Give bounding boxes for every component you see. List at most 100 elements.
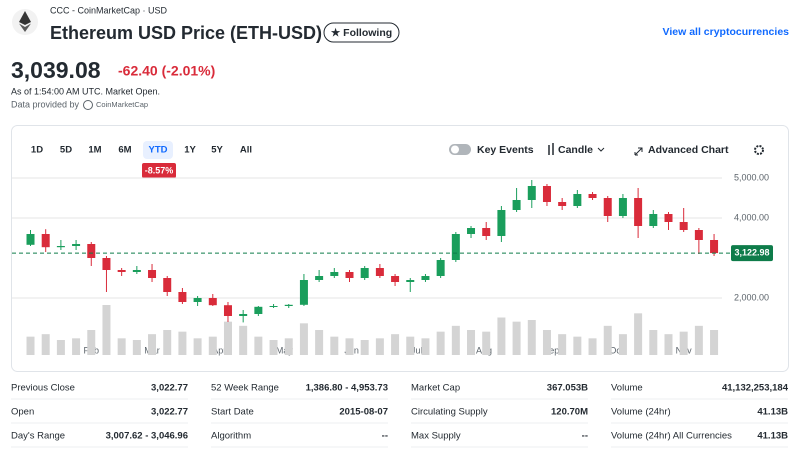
y-tick-label: 2,000.00: [734, 292, 769, 302]
candle-body: [102, 258, 111, 270]
candle-body: [132, 270, 141, 272]
x-tick-label: Sep: [543, 345, 559, 355]
volume-bar: [558, 334, 567, 355]
link[interactable]: View all cryptocurrencies: [663, 26, 790, 38]
volume-bar: [436, 331, 445, 355]
volume-bar: [223, 321, 232, 355]
candle-body: [406, 280, 415, 282]
volume-bar: [421, 338, 430, 355]
volume-bar: [41, 334, 50, 355]
x-tick-label: Apr: [212, 345, 226, 355]
volume-bar: [148, 334, 157, 355]
candle-body: [375, 268, 384, 276]
candle-body: [467, 228, 476, 234]
candle-body: [451, 234, 460, 260]
stat-value: --: [382, 431, 388, 442]
volume-bar: [284, 338, 293, 355]
candle-body: [72, 244, 81, 246]
volume-bar: [406, 336, 415, 355]
volume-bar: [56, 340, 65, 355]
follow-button[interactable]: [323, 22, 400, 43]
candle-body: [239, 314, 248, 316]
candle-body: [512, 200, 521, 210]
change: -62.40 (-2.01%): [118, 63, 215, 79]
candle-body: [664, 214, 673, 222]
volume-bar: [87, 330, 96, 355]
volume-bar: [315, 330, 324, 355]
candle-body: [558, 202, 567, 206]
volume-bar: [208, 336, 217, 355]
volume-bar: [603, 325, 612, 355]
ytd-change: -8.57%: [145, 165, 174, 175]
volume-bar: [391, 334, 400, 355]
range-button[interactable]: 1Y: [184, 145, 196, 156]
x-tick-label: Jul: [411, 345, 423, 355]
chart-type[interactable]: Candle: [558, 144, 593, 156]
stat-label: Open: [11, 407, 34, 418]
volume-bar: [573, 336, 582, 355]
stat-value: 120.70M: [551, 407, 588, 418]
follow-label[interactable]: ★ Following: [331, 27, 392, 39]
toggle-knob[interactable]: [451, 145, 459, 154]
candle-body: [542, 186, 551, 202]
stat-label: Volume (24hr): [611, 407, 671, 418]
settings[interactable]: [754, 145, 764, 155]
volume-bar: [72, 338, 81, 355]
ytd-badge: [142, 163, 176, 178]
candle-body: [679, 222, 688, 230]
stat-label: Volume (24hr) All Currencies: [611, 431, 732, 442]
volume-bar: [163, 330, 172, 355]
stat-value: 367.053B: [547, 383, 588, 394]
volume-bar: [634, 313, 643, 355]
y-tick-label: 5,000.00: [734, 172, 769, 182]
range-button[interactable]: 5D: [60, 145, 72, 156]
expand-icon[interactable]: [634, 147, 643, 156]
chevron[interactable]: [597, 147, 605, 152]
last-price-box: [731, 245, 773, 262]
x-tick-label: May: [276, 345, 294, 355]
range-active[interactable]: [143, 141, 173, 159]
price: 3,039.08: [11, 57, 101, 83]
stat-label: Volume: [611, 383, 643, 394]
volume-bar: [588, 338, 597, 355]
candle-body: [527, 186, 536, 200]
volume-bar: [375, 338, 384, 355]
volume-bar: [178, 331, 187, 355]
volume-bar: [451, 325, 460, 355]
as-of: As of 1:54:00 AM UTC. Market Open.: [11, 86, 160, 96]
candle-body: [269, 306, 278, 307]
candle-body: [345, 272, 354, 278]
candle-body: [117, 270, 126, 272]
range-button[interactable]: All: [240, 145, 252, 156]
provider-prefix: Data provided by: [11, 99, 80, 109]
volume-bar: [254, 336, 263, 355]
key-events[interactable]: Key Events: [477, 144, 534, 156]
provider: CoinMarketCap: [96, 100, 148, 109]
candle-body: [315, 276, 324, 280]
range-button[interactable]: YTD: [149, 145, 168, 156]
stat-value: 41,132,253,184: [722, 383, 789, 394]
stat-value: 3,007.62 - 3,046.96: [106, 431, 188, 442]
volume-bar: [360, 340, 369, 355]
range-button[interactable]: 1M: [88, 145, 101, 156]
candle-body: [710, 240, 719, 254]
stat-label: Day's Range: [11, 431, 65, 442]
range-button[interactable]: 1D: [31, 145, 43, 156]
chart-card: [11, 125, 789, 372]
range-button[interactable]: 6M: [118, 145, 131, 156]
candle-body: [360, 268, 369, 278]
candle-body: [178, 292, 187, 302]
range-button[interactable]: 5Y: [211, 145, 223, 156]
volume-bar: [269, 340, 278, 355]
candle-body: [618, 198, 627, 216]
candle-icon[interactable]: [548, 143, 554, 155]
volume-bar: [664, 334, 673, 355]
stat-label: 52 Week Range: [211, 383, 279, 394]
advanced-chart[interactable]: Advanced Chart: [648, 144, 729, 156]
volume-bar: [117, 338, 126, 355]
candle-body: [193, 298, 202, 302]
candle-body: [436, 260, 445, 276]
candle-body: [148, 270, 157, 278]
volume-bar: [710, 330, 719, 355]
